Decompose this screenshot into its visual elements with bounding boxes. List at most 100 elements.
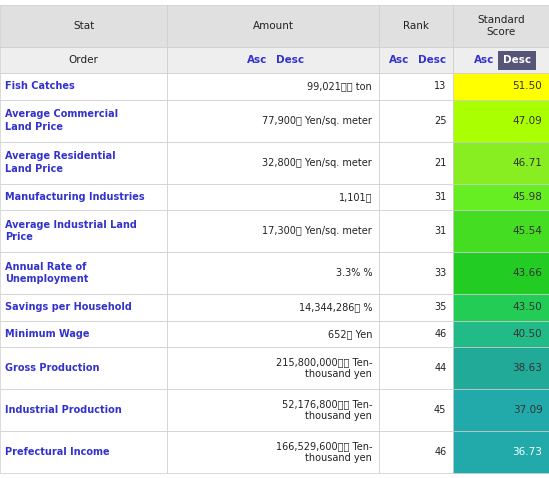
Bar xyxy=(167,5,379,47)
Text: 21: 21 xyxy=(434,158,446,168)
Text: Average Residential
Land Price: Average Residential Land Price xyxy=(5,152,116,174)
Text: 46: 46 xyxy=(434,329,446,339)
Bar xyxy=(453,252,549,294)
Bar xyxy=(379,210,453,252)
Text: Savings per Household: Savings per Household xyxy=(5,303,132,313)
Text: 215,800,000万円 Ten-
thousand yen: 215,800,000万円 Ten- thousand yen xyxy=(276,357,372,379)
Text: 32,800円 Yen/sq. meter: 32,800円 Yen/sq. meter xyxy=(262,158,372,168)
Bar xyxy=(167,431,379,473)
Text: Amount: Amount xyxy=(253,21,294,31)
Bar xyxy=(453,184,549,210)
Bar xyxy=(167,141,379,184)
Bar xyxy=(0,99,167,141)
Text: Manufacturing Industries: Manufacturing Industries xyxy=(5,192,145,202)
Text: Stat: Stat xyxy=(73,21,94,31)
Bar xyxy=(453,141,549,184)
Text: 25: 25 xyxy=(434,116,446,126)
Text: Desc: Desc xyxy=(503,55,531,65)
Bar xyxy=(0,5,167,47)
Text: 44: 44 xyxy=(434,363,446,373)
Text: 166,529,600万円 Ten-
thousand yen: 166,529,600万円 Ten- thousand yen xyxy=(276,441,372,463)
Bar xyxy=(453,210,549,252)
Text: 652円 Yen: 652円 Yen xyxy=(328,329,372,339)
Text: Minimum Wage: Minimum Wage xyxy=(5,329,90,339)
Bar xyxy=(379,141,453,184)
Text: 45.98: 45.98 xyxy=(513,192,542,202)
Bar xyxy=(0,47,167,73)
Text: Average Industrial Land
Price: Average Industrial Land Price xyxy=(5,220,137,242)
Text: 31: 31 xyxy=(434,192,446,202)
Text: Rank: Rank xyxy=(403,21,429,31)
Text: Asc: Asc xyxy=(247,55,267,65)
Bar xyxy=(0,141,167,184)
Bar xyxy=(379,73,453,99)
Text: 46: 46 xyxy=(434,447,446,457)
Text: 3.3% %: 3.3% % xyxy=(335,268,372,278)
Text: 14,344,286円 %: 14,344,286円 % xyxy=(299,303,372,313)
Text: 45: 45 xyxy=(434,405,446,415)
Bar xyxy=(453,431,549,473)
Text: 47.09: 47.09 xyxy=(513,116,542,126)
Bar xyxy=(379,5,453,47)
Bar xyxy=(167,389,379,431)
Bar xyxy=(379,184,453,210)
Bar xyxy=(167,294,379,321)
Bar xyxy=(0,73,167,99)
Bar xyxy=(453,5,549,47)
Text: 43.50: 43.50 xyxy=(513,303,542,313)
Text: Annual Rate of
Unemployment: Annual Rate of Unemployment xyxy=(5,262,89,284)
Bar xyxy=(167,210,379,252)
Text: Prefectural Income: Prefectural Income xyxy=(5,447,110,457)
Bar xyxy=(0,389,167,431)
Bar xyxy=(498,51,535,69)
Bar xyxy=(167,347,379,389)
Bar xyxy=(379,252,453,294)
Bar xyxy=(0,210,167,252)
Text: Asc: Asc xyxy=(474,55,495,65)
Bar xyxy=(167,73,379,99)
Text: 51.50: 51.50 xyxy=(513,81,542,91)
Text: 13: 13 xyxy=(434,81,446,91)
Bar xyxy=(167,184,379,210)
Bar xyxy=(379,347,453,389)
Bar xyxy=(379,294,453,321)
Text: Order: Order xyxy=(69,55,99,65)
Text: 36.73: 36.73 xyxy=(513,447,542,457)
Text: 46.71: 46.71 xyxy=(513,158,542,168)
Bar xyxy=(0,184,167,210)
Bar xyxy=(167,252,379,294)
Text: Desc: Desc xyxy=(276,55,304,65)
Text: 35: 35 xyxy=(434,303,446,313)
Text: Average Commercial
Land Price: Average Commercial Land Price xyxy=(5,109,119,132)
Text: 52,176,800万円 Ten-
thousand yen: 52,176,800万円 Ten- thousand yen xyxy=(282,399,372,421)
Text: Industrial Production: Industrial Production xyxy=(5,405,122,415)
Bar xyxy=(379,389,453,431)
Bar xyxy=(453,73,549,99)
Text: 31: 31 xyxy=(434,226,446,236)
Bar xyxy=(453,347,549,389)
Text: 37.09: 37.09 xyxy=(513,405,542,415)
Bar xyxy=(379,99,453,141)
Bar xyxy=(453,47,549,73)
Bar xyxy=(453,294,549,321)
Text: 77,900円 Yen/sq. meter: 77,900円 Yen/sq. meter xyxy=(262,116,372,126)
Bar xyxy=(0,294,167,321)
Bar xyxy=(453,389,549,431)
Text: Asc: Asc xyxy=(389,55,410,65)
Text: 45.54: 45.54 xyxy=(513,226,542,236)
Bar xyxy=(379,47,453,73)
Text: 40.50: 40.50 xyxy=(513,329,542,339)
Bar xyxy=(0,431,167,473)
Text: 38.63: 38.63 xyxy=(513,363,542,373)
Bar xyxy=(0,321,167,347)
Text: 43.66: 43.66 xyxy=(513,268,542,278)
Bar xyxy=(167,99,379,141)
Bar xyxy=(0,347,167,389)
Text: 17,300円 Yen/sq. meter: 17,300円 Yen/sq. meter xyxy=(262,226,372,236)
Text: Fish Catches: Fish Catches xyxy=(5,81,75,91)
Bar xyxy=(167,47,379,73)
Bar xyxy=(379,321,453,347)
Text: 99,021トン ton: 99,021トン ton xyxy=(307,81,372,91)
Bar xyxy=(0,252,167,294)
Text: Standard
Score: Standard Score xyxy=(477,15,525,37)
